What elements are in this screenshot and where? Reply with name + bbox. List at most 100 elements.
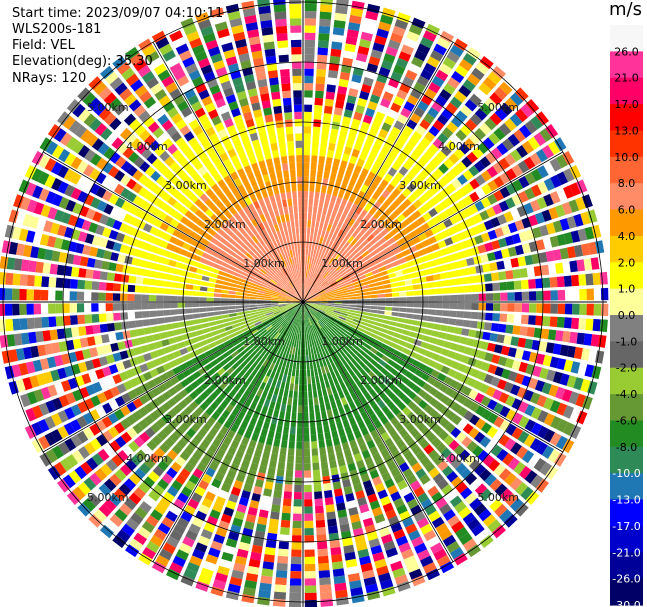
- velocity-gate: [455, 319, 464, 327]
- velocity-gate: [334, 360, 341, 369]
- velocity-gate: [127, 204, 138, 215]
- velocity-gate: [341, 292, 349, 296]
- velocity-gate: [304, 304, 308, 312]
- velocity-gate: [408, 529, 421, 541]
- velocity-gate: [366, 257, 374, 265]
- velocity-gate: [70, 315, 78, 325]
- velocity-gate: [439, 63, 453, 76]
- velocity-gate: [310, 308, 317, 314]
- velocity-gate: [325, 193, 332, 202]
- colorbar: 26.021.017.013.010.08.06.04.02.01.00.0-1…: [610, 25, 643, 607]
- velocity-gate: [210, 250, 219, 258]
- velocity-gate: [380, 162, 391, 173]
- velocity-gate: [207, 228, 217, 237]
- velocity-gate: [244, 265, 252, 272]
- velocity-gate: [327, 306, 335, 309]
- velocity-gate: [507, 303, 515, 312]
- velocity-gate: [443, 340, 452, 349]
- velocity-gate: [141, 520, 155, 534]
- velocity-gate: [150, 422, 161, 434]
- velocity-gate: [304, 578, 317, 586]
- velocity-gate: [62, 303, 70, 314]
- velocity-gate: [353, 142, 363, 151]
- velocity-gate: [191, 240, 201, 248]
- velocity-gate: [295, 304, 301, 310]
- velocity-gate: [263, 488, 273, 497]
- velocity-gate: [161, 119, 174, 131]
- velocity-gate: [285, 411, 291, 420]
- velocity-gate: [586, 303, 594, 316]
- velocity-gate: [401, 44, 414, 56]
- velocity-gate: [351, 383, 359, 392]
- velocity-gate: [411, 148, 422, 160]
- velocity-gate: [363, 365, 371, 374]
- velocity-gate: [171, 113, 183, 124]
- azimuth-line: [42, 151, 304, 303]
- velocity-gate: [286, 295, 294, 299]
- velocity-gate: [146, 515, 159, 527]
- velocity-gate: [425, 275, 434, 282]
- velocity-gate: [188, 245, 198, 254]
- velocity-gate: [254, 278, 262, 283]
- velocity-gate: [297, 241, 300, 249]
- velocity-gate: [255, 71, 267, 81]
- velocity-gate: [393, 233, 402, 241]
- velocity-gate: [109, 151, 121, 164]
- velocity-gate: [426, 56, 440, 68]
- velocity-gate: [367, 279, 376, 285]
- velocity-gate: [114, 183, 125, 195]
- velocity-gate: [374, 513, 386, 524]
- velocity-gate: [506, 314, 515, 323]
- velocity-gate: [251, 386, 259, 395]
- velocity-gate: [232, 257, 240, 265]
- velocity-gate: [556, 171, 569, 185]
- range-label: 1.00km: [321, 335, 363, 348]
- velocity-gate: [234, 374, 242, 383]
- velocity-gate: [213, 350, 222, 358]
- velocity-gate: [311, 220, 316, 228]
- colorbar-swatch: [610, 51, 643, 79]
- velocity-gate: [208, 321, 217, 327]
- velocity-gate: [152, 127, 165, 139]
- velocity-gate: [289, 383, 294, 391]
- velocity-gate: [325, 504, 335, 513]
- velocity-gate: [562, 331, 571, 343]
- velocity-gate: [220, 306, 229, 311]
- velocity-gate: [412, 188, 423, 199]
- velocity-gate: [367, 423, 376, 433]
- velocity-gate: [317, 206, 323, 215]
- velocity-gate: [154, 503, 167, 515]
- velocity-gate: [392, 25, 406, 37]
- velocity-gate: [139, 129, 151, 142]
- velocity-gate: [456, 344, 466, 354]
- velocity-gate: [423, 444, 435, 455]
- velocity-gate: [394, 172, 404, 182]
- velocity-gate: [402, 188, 412, 198]
- velocity-gate: [477, 142, 490, 154]
- velocity-gate: [397, 281, 406, 287]
- velocity-gate: [534, 380, 545, 392]
- velocity-gate: [233, 354, 242, 362]
- velocity-gate: [530, 392, 541, 405]
- velocity-gate: [304, 599, 318, 607]
- velocity-gate: [387, 204, 397, 213]
- velocity-gate: [234, 83, 245, 94]
- velocity-gate: [308, 205, 313, 213]
- velocity-gate: [287, 331, 292, 339]
- velocity-gate: [370, 413, 379, 423]
- velocity-gate: [504, 97, 519, 111]
- velocity-gate: [161, 192, 172, 203]
- velocity-gate: [290, 280, 295, 287]
- velocity-gate: [114, 273, 123, 282]
- velocity-gate: [242, 296, 250, 299]
- colorbar-swatch: [610, 209, 643, 237]
- velocity-gate: [103, 344, 112, 354]
- velocity-gate: [208, 341, 217, 349]
- velocity-gate: [209, 204, 219, 213]
- velocity-gate: [450, 166, 462, 177]
- velocity-gate: [349, 469, 359, 479]
- velocity-gate: [282, 163, 289, 171]
- velocity-gate: [272, 232, 279, 240]
- velocity-gate: [457, 363, 467, 373]
- velocity-gate: [264, 292, 273, 296]
